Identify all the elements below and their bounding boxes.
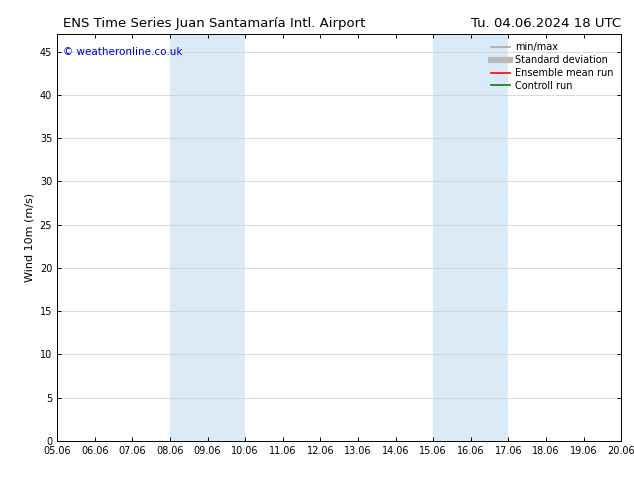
Y-axis label: Wind 10m (m/s): Wind 10m (m/s)	[24, 193, 34, 282]
Bar	[433, 34, 508, 441]
Text: © weatheronline.co.uk: © weatheronline.co.uk	[63, 47, 182, 56]
Text: Tu. 04.06.2024 18 UTC: Tu. 04.06.2024 18 UTC	[471, 17, 621, 30]
Legend: min/max, Standard deviation, Ensemble mean run, Controll run: min/max, Standard deviation, Ensemble me…	[488, 39, 616, 94]
Bar	[170, 34, 245, 441]
Text: ENS Time Series Juan Santamaría Intl. Airport: ENS Time Series Juan Santamaría Intl. Ai…	[63, 17, 366, 30]
